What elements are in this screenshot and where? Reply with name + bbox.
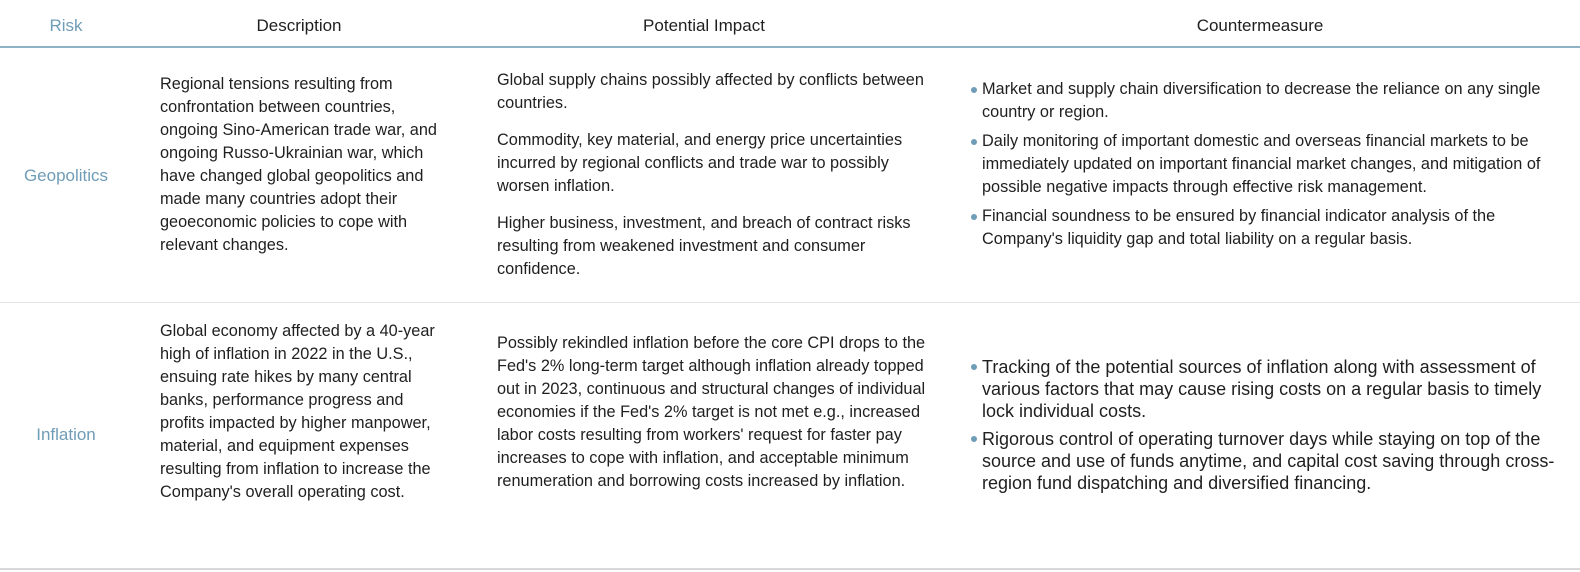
table-header: Risk Description Potential Impact Counte… bbox=[0, 0, 1580, 48]
risk-label-inflation: Inflation bbox=[36, 425, 96, 444]
countermeasure-item: Market and supply chain diversification … bbox=[969, 78, 1569, 124]
countermeasure-list-geopolitics: Market and supply chain diversification … bbox=[969, 78, 1569, 257]
countermeasure-list-inflation: Tracking of the potential sources of inf… bbox=[969, 356, 1569, 500]
impact-item: Higher business, investment, and breach … bbox=[497, 214, 911, 278]
impact-list-geopolitics: Global supply chains possibly affected b… bbox=[497, 69, 937, 281]
countermeasure-item: Financial soundness to be ensured by fin… bbox=[969, 205, 1569, 251]
table-bottom-border bbox=[0, 568, 1580, 570]
header-risk: Risk bbox=[49, 16, 83, 35]
impact-list-inflation: Possibly rekindled inflation before the … bbox=[497, 332, 937, 493]
header-description: Description bbox=[256, 16, 342, 35]
impact-item: Global supply chains possibly affected b… bbox=[497, 71, 924, 112]
impact-item: Commodity, key material, and energy pric… bbox=[497, 131, 903, 195]
description-geopolitics: Regional tensions resulting from confron… bbox=[160, 75, 437, 254]
countermeasure-item: Tracking of the potential sources of inf… bbox=[969, 356, 1569, 422]
countermeasure-item: Daily monitoring of important domestic a… bbox=[969, 130, 1569, 199]
header-countermeasure: Countermeasure bbox=[1196, 16, 1324, 35]
impact-item: Possibly rekindled inflation before the … bbox=[497, 334, 926, 490]
description-inflation: Global economy affected by a 40-year hig… bbox=[160, 322, 435, 501]
countermeasure-item: Rigorous control of operating turnover d… bbox=[969, 428, 1569, 494]
row-divider bbox=[0, 302, 1580, 303]
header-potential-impact: Potential Impact bbox=[643, 16, 765, 35]
risk-label-geopolitics: Geopolitics bbox=[23, 166, 109, 185]
